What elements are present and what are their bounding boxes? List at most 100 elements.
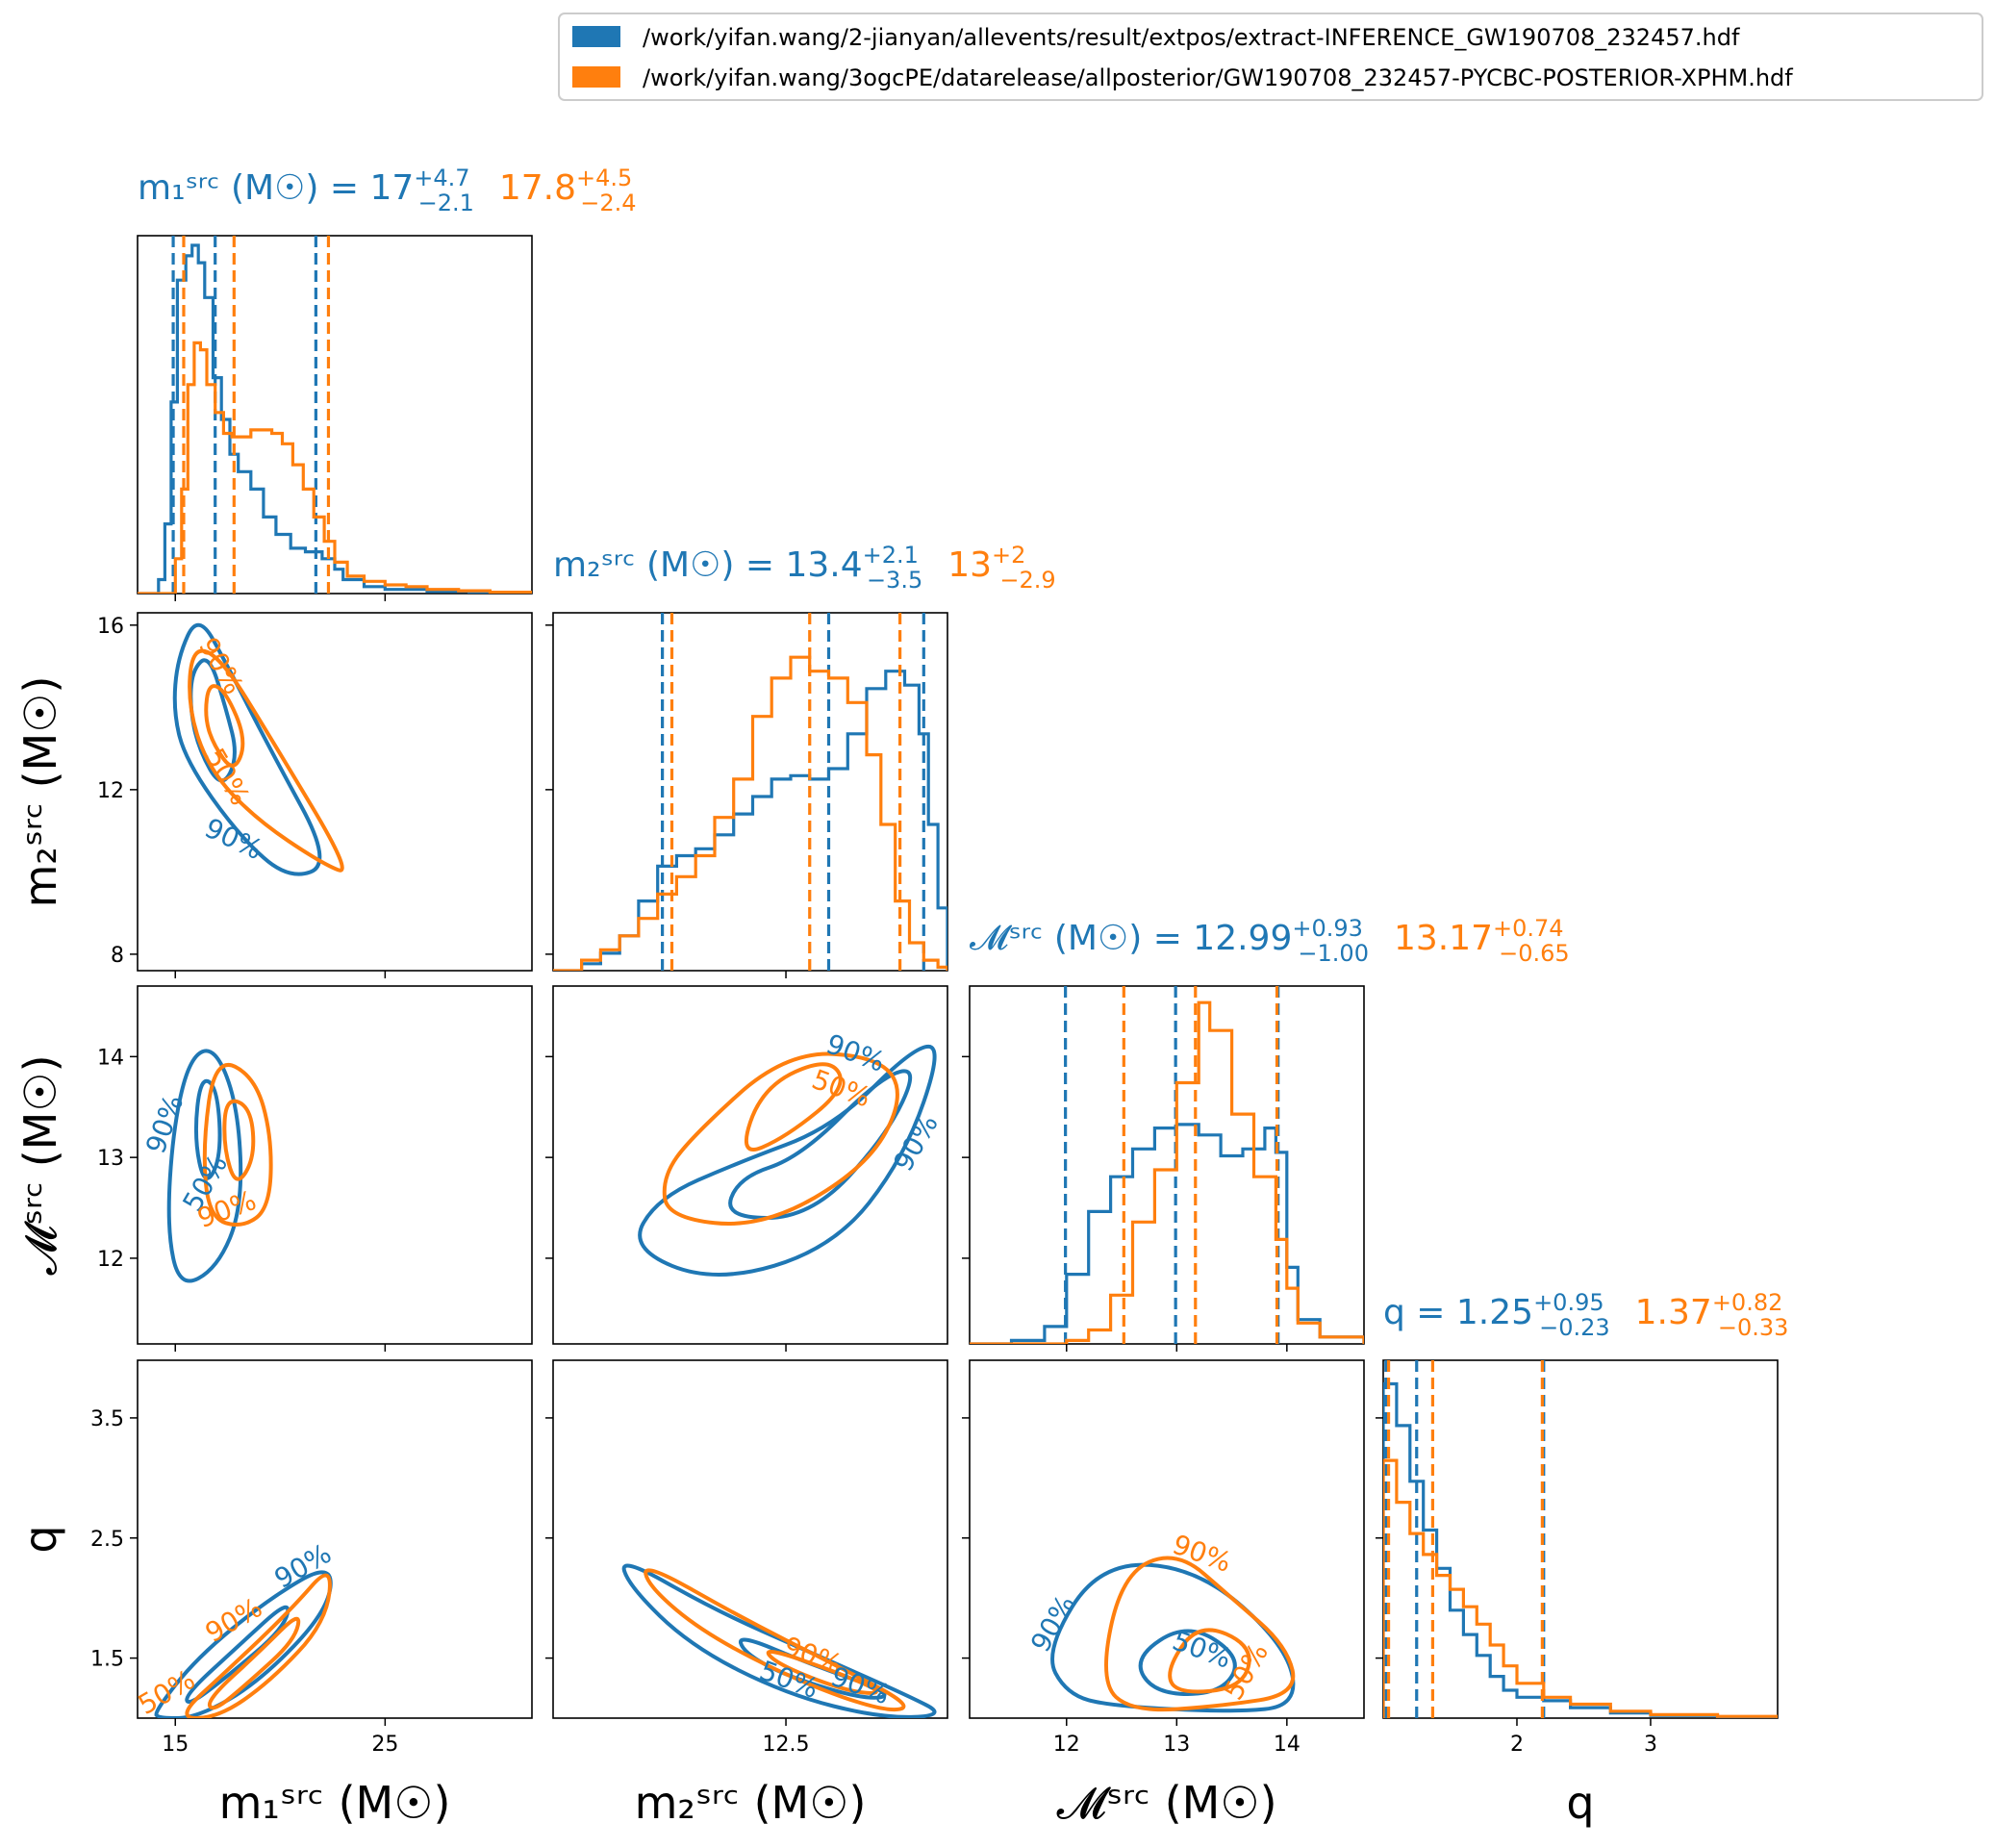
panel-title-mc: 𝓜ˢʳᶜ (M☉) = 12.99+0.93 −1.00 13.17+0.74 −0.… (970, 915, 1570, 967)
hist-m2-blue (553, 670, 947, 971)
hist-q-orange (1383, 1458, 1778, 1718)
contour-2-1-blue-90 (638, 1044, 937, 1277)
title-orange-median-q: 1.37 (1635, 1293, 1712, 1332)
y-tick-label-3-1: 2.5 (90, 1528, 124, 1552)
contour-label-3-0-0: 90% (269, 1537, 337, 1595)
y-tick-label-3-0: 1.5 (90, 1648, 124, 1672)
x-axis-label-m1: m₁ˢʳᶜ (M☉) (219, 1777, 451, 1829)
title-blue-plus-m2: +2.1 (863, 542, 919, 569)
y-tick-label-3-2: 3.5 (90, 1407, 124, 1431)
panel-frame-3-0 (137, 1359, 533, 1719)
legend: /work/yifan.wang/2-jianyan/allevents/res… (558, 13, 1983, 101)
panel-frame-3-1 (552, 1359, 948, 1719)
x-tick-label-1-1: 12.5 (763, 1733, 810, 1757)
y-tick-label-2-1: 13 (97, 1147, 124, 1171)
title-blue-plus-q: +0.95 (1533, 1289, 1604, 1316)
contour-2-0-orange-50 (222, 1099, 256, 1181)
panel-title-m1: m₁ˢʳᶜ (M☉) = 17+4.7 −2.1 17.8+4.5 −2.4 (138, 165, 637, 216)
contour-3-0-orange-50 (207, 1616, 301, 1710)
title-orange-plus-q: +0.82 (1712, 1289, 1783, 1316)
x-tick-label-2-0: 12 (1053, 1733, 1080, 1757)
y-tick-label-1-0: 8 (111, 944, 124, 968)
title-orange-minus-mc: −0.65 (1499, 940, 1570, 967)
x-axis-label-m2: m₂ˢʳᶜ (M☉) (635, 1777, 867, 1829)
title-blue-plus-m1: +4.7 (414, 165, 469, 191)
title-orange-median-mc: 13.17 (1394, 919, 1493, 958)
contour-2-1-blue-50 (728, 1069, 913, 1221)
contour-3-1-orange-50 (766, 1649, 878, 1695)
y-axis-label-q: q (14, 1525, 66, 1553)
panel-frame-0-0 (137, 235, 533, 595)
panel-frame-1-0 (137, 612, 533, 972)
y-axis-label-m2: m₂ˢʳᶜ (M☉) (14, 676, 66, 908)
panel-frame-2-2 (969, 985, 1365, 1345)
x-tick-label-0-0: 15 (162, 1733, 189, 1757)
contour-2-0-blue-50 (193, 1078, 222, 1180)
legend-box (558, 13, 1983, 101)
x-tick-label-0-1: 25 (371, 1733, 398, 1757)
contour-2-1-orange-50 (744, 1062, 843, 1152)
title-prefix-mc: 𝓜ˢʳᶜ (M☉) = 12.99 (970, 919, 1292, 958)
title-orange-median-m2: 13 (947, 545, 992, 585)
panel-frame-1-1 (552, 612, 948, 972)
y-axis-label-mc: 𝓜ˢʳᶜ (M☉) (14, 1054, 66, 1275)
contour-3-2-blue-50 (1138, 1629, 1237, 1697)
legend-swatch-orange (572, 66, 620, 88)
panel-frame-2-0 (137, 985, 533, 1345)
x-axis-label-mc: 𝓜ˢʳᶜ (M☉) (1056, 1777, 1276, 1829)
title-orange-minus-q: −0.33 (1718, 1314, 1789, 1341)
title-prefix-q: q = 1.25 (1383, 1293, 1533, 1332)
hist-mc-blue (970, 1123, 1364, 1344)
y-tick-label-2-2: 14 (97, 1046, 124, 1070)
x-tick-label-2-2: 14 (1274, 1733, 1301, 1757)
contour-label-3-2-0: 90% (1024, 1589, 1082, 1657)
y-tick-label-2-0: 12 (97, 1248, 124, 1272)
y-tick-label-1-2: 16 (97, 615, 124, 639)
contour-label-2-0-0: 90% (139, 1091, 189, 1158)
contour-1-0-orange-50 (204, 684, 245, 768)
panel-frame-3-3 (1382, 1359, 1779, 1719)
hist-m2-orange (553, 655, 947, 971)
contour-3-1-orange-90 (644, 1568, 906, 1712)
title-blue-minus-mc: −1.00 (1298, 940, 1369, 967)
contour-2-0-orange-90 (202, 1063, 273, 1227)
x-tick-label-2-1: 13 (1163, 1733, 1190, 1757)
title-prefix-m1: m₁ˢʳᶜ (M☉) = 17 (138, 168, 414, 208)
contour-3-0-orange-90 (185, 1573, 332, 1718)
title-orange-plus-m1: +4.5 (576, 165, 632, 191)
hist-q-blue (1383, 1381, 1778, 1718)
hist-m1-orange (138, 341, 532, 594)
panel-frame-3-2 (969, 1359, 1365, 1719)
contour-2-0-blue-90 (166, 1049, 243, 1283)
contour-3-1-blue-90 (621, 1563, 937, 1718)
title-orange-plus-m2: +2 (992, 542, 1025, 569)
hist-m1-blue (138, 243, 532, 594)
title-orange-minus-m2: −2.9 (999, 567, 1055, 594)
contour-3-2-blue-90 (1050, 1562, 1296, 1713)
title-orange-minus-m1: −2.4 (580, 190, 636, 216)
title-blue-minus-m1: −2.1 (418, 190, 474, 216)
title-blue-minus-q: −0.23 (1539, 1314, 1610, 1341)
panels: 8 12 16 12 13 14 15 25 1.5 2.5 3.5 12.5 12 13 14 2 3 m₁ˢʳ… (14, 165, 1788, 1829)
title-prefix-m2: m₂ˢʳᶜ (M☉) = 13.4 (553, 545, 863, 585)
contour-1-0-orange-90 (188, 648, 344, 873)
contour-3-2-orange-50 (1168, 1628, 1251, 1694)
legend-label-blue: /work/yifan.wang/2-jianyan/allevents/res… (643, 24, 1740, 51)
panel-title-q: q = 1.25+0.95 −0.23 1.37+0.82 −0.33 (1383, 1289, 1788, 1341)
panel-frame-2-1 (552, 985, 948, 1345)
hist-mc-orange (970, 1000, 1364, 1344)
title-orange-median-m1: 17.8 (499, 168, 576, 208)
contour-label-3-0-2: 50% (133, 1663, 200, 1721)
x-tick-label-3-0: 2 (1510, 1733, 1524, 1757)
legend-label-orange: /work/yifan.wang/3ogcPE/datarelease/allp… (643, 64, 1793, 91)
contour-3-2-orange-90 (1104, 1556, 1296, 1712)
contour-label-1-0-1: 50% (198, 743, 256, 810)
x-axis-label-q: q (1566, 1777, 1594, 1829)
title-blue-minus-m2: −3.5 (867, 567, 922, 594)
contour-1-0-blue-90 (172, 622, 322, 876)
panel-title-m2: m₂ˢʳᶜ (M☉) = 13.4+2.1 −3.5 13+2 −2.9 (553, 542, 1056, 594)
contour-label-2-1-2: 90% (887, 1109, 945, 1177)
title-orange-plus-mc: +0.74 (1493, 915, 1564, 942)
y-tick-label-1-1: 12 (97, 779, 124, 803)
